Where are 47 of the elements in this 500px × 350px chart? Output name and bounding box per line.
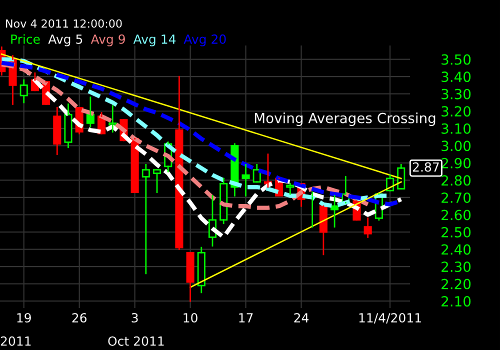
series-label: Price: [11, 34, 40, 44]
candlestick: [152, 169, 162, 193]
text: Oct 2011: [108, 336, 164, 346]
candlestick: [364, 218, 372, 238]
y-tick-label: 3.40: [442, 72, 471, 82]
candlestick: [286, 182, 294, 195]
candlestick: [130, 138, 139, 193]
candlestick: [186, 252, 194, 302]
y-tick-label: 3.30: [442, 88, 471, 100]
text: 2011: [0, 336, 31, 346]
x-tick-label: 10: [184, 313, 198, 323]
candlestick: [142, 164, 150, 274]
y-tick-label: 2.30: [442, 262, 471, 272]
y-tick-label: 2.40: [442, 244, 471, 255]
candlestick: [397, 164, 406, 190]
text: Avg 20: [184, 34, 226, 46]
y-tick-label: 3.20: [442, 106, 471, 117]
candlestick: [53, 106, 62, 155]
y-tick-label: 2.80: [442, 175, 471, 186]
candlestick: [175, 76, 184, 250]
text: Avg 14: [133, 34, 176, 46]
candlestick: [20, 79, 28, 104]
y-tick-label: 3.50: [442, 54, 471, 65]
candlestick: [86, 96, 94, 128]
y-tick-label: 2.50: [442, 226, 471, 238]
x-tick-label: 3: [132, 313, 138, 323]
x-tick-label: 11/4/2011: [359, 313, 421, 324]
annotation: Moving Averages Crossing: [254, 112, 436, 126]
text: Avg 9: [90, 34, 125, 46]
y-tick-label: 3.10: [442, 123, 471, 134]
x-tick-label: 17: [239, 313, 253, 322]
candlestick: [330, 195, 339, 228]
candlestick: [319, 205, 328, 256]
y-tick-label: 2.20: [442, 278, 471, 290]
text: Avg 5: [48, 34, 82, 46]
candlestick: [252, 164, 261, 183]
y-tick-label: 3.00: [442, 140, 471, 152]
y-tick-label: 2.10: [442, 296, 471, 307]
y-tick-label: 2.60: [442, 210, 471, 220]
candlestick: [197, 246, 206, 294]
annotation: 2.87: [412, 162, 439, 172]
x-tick-label: 26: [72, 313, 87, 323]
x-tick-label: 19: [17, 313, 31, 323]
y-tick-label: 2.70: [442, 192, 471, 203]
x-tick-label: 24: [294, 313, 309, 322]
chart-subtitle: Nov 4 2011 12:00:00: [6, 19, 122, 28]
candlestick: [64, 104, 72, 148]
